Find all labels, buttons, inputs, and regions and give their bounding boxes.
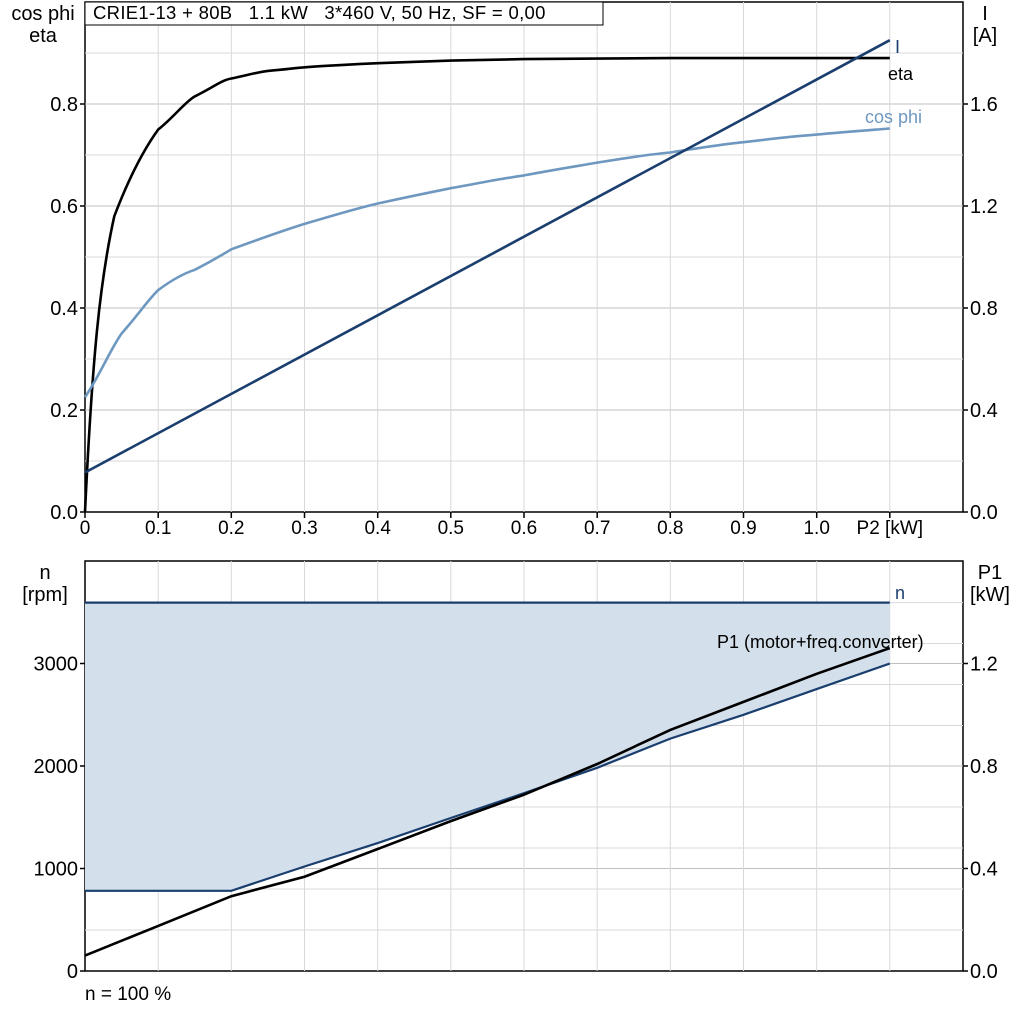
svg-text:[A]: [A] [973, 25, 997, 47]
svg-text:0: 0 [67, 961, 78, 983]
svg-text:P2 [kW]: P2 [kW] [857, 518, 924, 539]
svg-text:2000: 2000 [34, 756, 79, 778]
svg-text:cos phi: cos phi [865, 107, 922, 127]
svg-text:0.0: 0.0 [970, 961, 998, 983]
svg-text:0.4: 0.4 [364, 518, 391, 539]
svg-text:0.8: 0.8 [50, 94, 78, 116]
svg-text:P1: P1 [978, 562, 1002, 584]
svg-text:0.8: 0.8 [970, 298, 998, 320]
svg-text:1000: 1000 [34, 859, 79, 881]
svg-text:0.3: 0.3 [291, 518, 317, 539]
svg-text:1.6: 1.6 [970, 94, 998, 116]
svg-text:0.4: 0.4 [970, 859, 998, 881]
svg-text:CRIE1-13 + 80B 1.1 kW 3*46: CRIE1-13 + 80B 1.1 kW 3*460 V, 50 Hz, SF… [93, 2, 546, 23]
svg-text:eta: eta [888, 64, 914, 84]
svg-text:0.7: 0.7 [584, 518, 610, 539]
svg-text:0.4: 0.4 [50, 298, 78, 320]
svg-text:eta: eta [29, 25, 58, 47]
svg-text:0.2: 0.2 [50, 400, 78, 422]
svg-text:0.8: 0.8 [970, 756, 998, 778]
svg-text:n = 100 %: n = 100 % [85, 984, 171, 1005]
svg-text:0.6: 0.6 [511, 518, 537, 539]
svg-text:cos phi: cos phi [11, 3, 74, 25]
svg-text:0.6: 0.6 [50, 196, 78, 218]
svg-text:1.2: 1.2 [970, 654, 998, 676]
svg-text:0.8: 0.8 [657, 518, 683, 539]
svg-text:0.5: 0.5 [438, 518, 464, 539]
svg-text:[kW]: [kW] [970, 584, 1010, 606]
svg-text:0: 0 [80, 518, 91, 539]
svg-text:0.9: 0.9 [730, 518, 756, 539]
svg-text:P1 (motor+freq.converter): P1 (motor+freq.converter) [717, 632, 924, 652]
svg-text:0.4: 0.4 [970, 400, 998, 422]
svg-text:0.1: 0.1 [145, 518, 171, 539]
svg-text:0.0: 0.0 [970, 502, 998, 524]
svg-text:n: n [39, 562, 50, 584]
svg-text:I: I [895, 37, 900, 57]
svg-text:0.2: 0.2 [218, 518, 244, 539]
svg-text:1.0: 1.0 [803, 518, 829, 539]
svg-text:I: I [982, 3, 988, 25]
svg-text:[rpm]: [rpm] [22, 584, 68, 606]
svg-text:0.0: 0.0 [50, 502, 78, 524]
svg-text:3000: 3000 [34, 654, 79, 676]
svg-text:n: n [895, 583, 905, 603]
svg-text:1.2: 1.2 [970, 196, 998, 218]
